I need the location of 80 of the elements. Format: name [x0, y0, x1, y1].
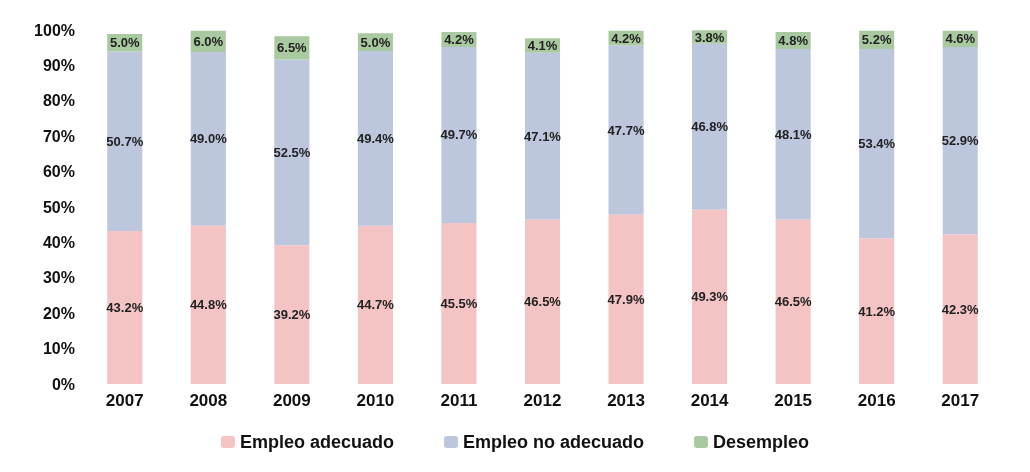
data-label: 44.8%: [189, 297, 228, 313]
y-tick-label: 100%: [34, 21, 75, 39]
legend-label: Empleo adecuado: [239, 432, 394, 452]
data-label: 4.8%: [778, 33, 809, 49]
bar: [942, 234, 978, 384]
legend-label: Empleo no adecuado: [462, 432, 645, 452]
data-label: 3.8%: [694, 29, 725, 45]
bar: [524, 219, 561, 384]
y-tick-label: 30%: [42, 269, 75, 287]
bar: [524, 52, 561, 220]
data-label: 49.4%: [356, 130, 395, 146]
data-label: 50.7%: [106, 133, 144, 149]
data-label: 42.3%: [941, 301, 980, 317]
data-label: 44.7%: [356, 297, 395, 313]
data-label: 41.2%: [858, 303, 896, 319]
bar: [608, 214, 644, 384]
data-label: 48.1%: [774, 126, 812, 142]
data-label: 39.2%: [273, 307, 311, 323]
data-label: 46.8%: [691, 119, 729, 135]
x-tick-label: 2015: [774, 391, 813, 410]
data-label: 52.9%: [941, 133, 980, 149]
data-label: 49.7%: [440, 127, 478, 143]
y-tick-label: 70%: [42, 127, 75, 145]
y-tick-label: 20%: [42, 304, 75, 322]
bar: [274, 59, 310, 246]
y-tick-label: 50%: [42, 198, 75, 216]
y-tick-label: 10%: [42, 340, 75, 358]
x-tick-label: 2008: [189, 391, 228, 410]
bar: [190, 225, 226, 384]
x-tick-label: 2012: [523, 391, 562, 410]
bar: [859, 49, 895, 239]
data-label: 52.5%: [273, 144, 311, 160]
x-tick-label: 2010: [356, 391, 395, 410]
data-label: 46.5%: [774, 294, 812, 310]
x-tick-label: 2007: [105, 391, 144, 410]
data-label: 4.2%: [444, 32, 475, 48]
bar: [274, 245, 310, 384]
bar: [357, 225, 393, 384]
data-label: 6.5%: [277, 40, 308, 56]
x-tick-label: 2009: [272, 391, 311, 410]
data-label: 5.0%: [109, 35, 141, 51]
data-label: 46.5%: [524, 294, 562, 310]
bar: [859, 238, 895, 384]
data-label: 43.2%: [106, 300, 144, 316]
y-tick-label: 80%: [42, 92, 75, 110]
data-label: 5.2%: [861, 32, 892, 48]
data-label: 49.0%: [189, 131, 228, 147]
bar: [942, 46, 978, 235]
x-tick-label: 2016: [857, 391, 896, 410]
bar: [107, 51, 143, 232]
bar: [692, 209, 728, 384]
data-label: 45.5%: [440, 295, 478, 311]
bar: [441, 46, 477, 223]
data-label: 6.0%: [193, 33, 224, 49]
x-tick-label: 2011: [440, 391, 478, 410]
y-tick-label: 90%: [42, 56, 75, 74]
y-tick-label: 0%: [51, 375, 75, 393]
data-label: 47.7%: [607, 122, 645, 138]
bar: [190, 51, 226, 226]
bar: [608, 45, 644, 215]
y-tick-label: 40%: [42, 233, 75, 251]
data-label: 47.1%: [524, 128, 562, 144]
bar: [357, 50, 393, 226]
x-tick-label: 2014: [690, 391, 730, 410]
bar: [775, 49, 811, 220]
x-tick-label: 2017: [941, 391, 980, 410]
bar: [441, 222, 477, 384]
data-label: 4.2%: [611, 30, 642, 46]
bar: [692, 43, 728, 210]
data-label: 47.9%: [607, 291, 645, 307]
data-label: 4.6%: [945, 31, 976, 47]
y-tick-label: 60%: [42, 163, 75, 181]
bar: [775, 219, 811, 384]
data-label: 49.3%: [691, 289, 729, 305]
data-label: 4.1%: [527, 37, 558, 53]
x-tick-label: 2013: [607, 391, 645, 410]
bar: [107, 231, 143, 384]
data-label: 5.0%: [360, 34, 391, 50]
legend-label: Desempleo: [713, 432, 810, 452]
data-label: 53.4%: [858, 136, 896, 152]
